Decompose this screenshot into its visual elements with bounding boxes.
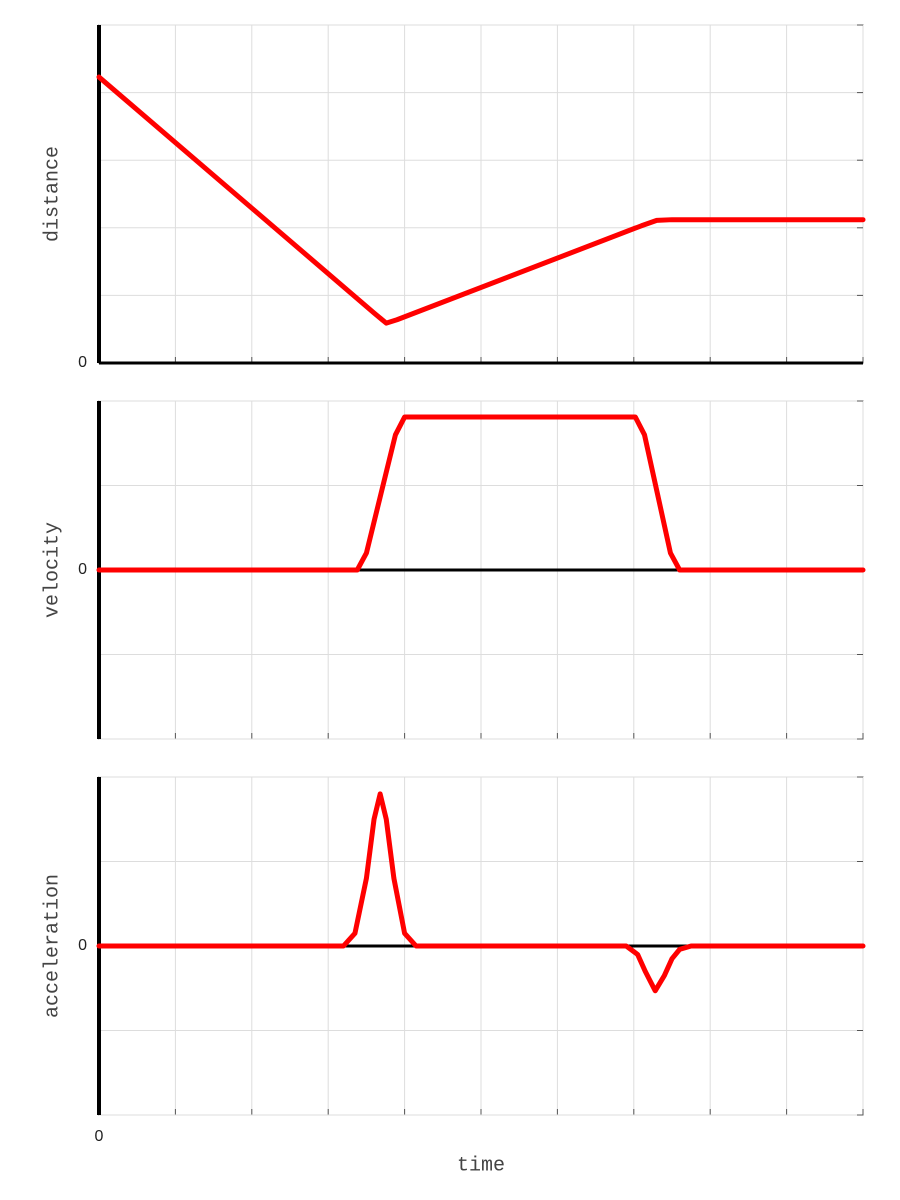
data-line (96, 74, 866, 326)
y-tick-label: 0 (78, 354, 87, 371)
y-axis-label: velocity (41, 522, 64, 618)
x-axis-label: time (457, 1154, 505, 1177)
y-axis-label: acceleration (41, 874, 64, 1018)
y-axis-label: distance (41, 146, 64, 242)
y-tick-label: 0 (78, 561, 87, 578)
data-line (96, 414, 866, 573)
y-tick-label: 0 (78, 937, 87, 954)
data-line (96, 791, 866, 994)
x-tick-label: 0 (95, 1128, 104, 1145)
